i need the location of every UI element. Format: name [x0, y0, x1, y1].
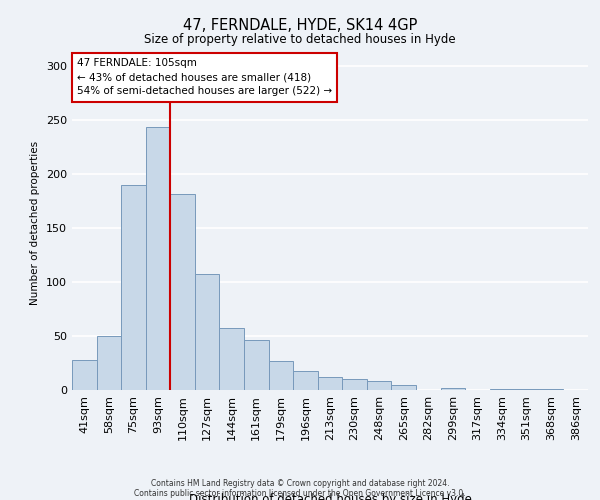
- Bar: [121, 184, 146, 390]
- Bar: [539, 389, 563, 390]
- Bar: [490, 389, 514, 390]
- Text: Size of property relative to detached houses in Hyde: Size of property relative to detached ho…: [144, 32, 456, 46]
- Text: Contains HM Land Registry data © Crown copyright and database right 2024.: Contains HM Land Registry data © Crown c…: [151, 478, 449, 488]
- Bar: [244, 340, 269, 390]
- Y-axis label: Number of detached properties: Number of detached properties: [31, 140, 40, 304]
- Bar: [72, 360, 97, 390]
- Bar: [97, 336, 121, 390]
- Bar: [293, 370, 318, 390]
- Text: 47 FERNDALE: 105sqm
← 43% of detached houses are smaller (418)
54% of semi-detac: 47 FERNDALE: 105sqm ← 43% of detached ho…: [77, 58, 332, 96]
- Bar: [514, 389, 539, 390]
- Bar: [146, 128, 170, 390]
- X-axis label: Distribution of detached houses by size in Hyde: Distribution of detached houses by size …: [188, 493, 472, 500]
- Text: Contains public sector information licensed under the Open Government Licence v3: Contains public sector information licen…: [134, 488, 466, 498]
- Bar: [342, 379, 367, 390]
- Bar: [391, 384, 416, 390]
- Text: 47, FERNDALE, HYDE, SK14 4GP: 47, FERNDALE, HYDE, SK14 4GP: [183, 18, 417, 32]
- Bar: [318, 377, 342, 390]
- Bar: [367, 382, 391, 390]
- Bar: [269, 361, 293, 390]
- Bar: [195, 274, 220, 390]
- Bar: [440, 388, 465, 390]
- Bar: [220, 328, 244, 390]
- Bar: [170, 194, 195, 390]
